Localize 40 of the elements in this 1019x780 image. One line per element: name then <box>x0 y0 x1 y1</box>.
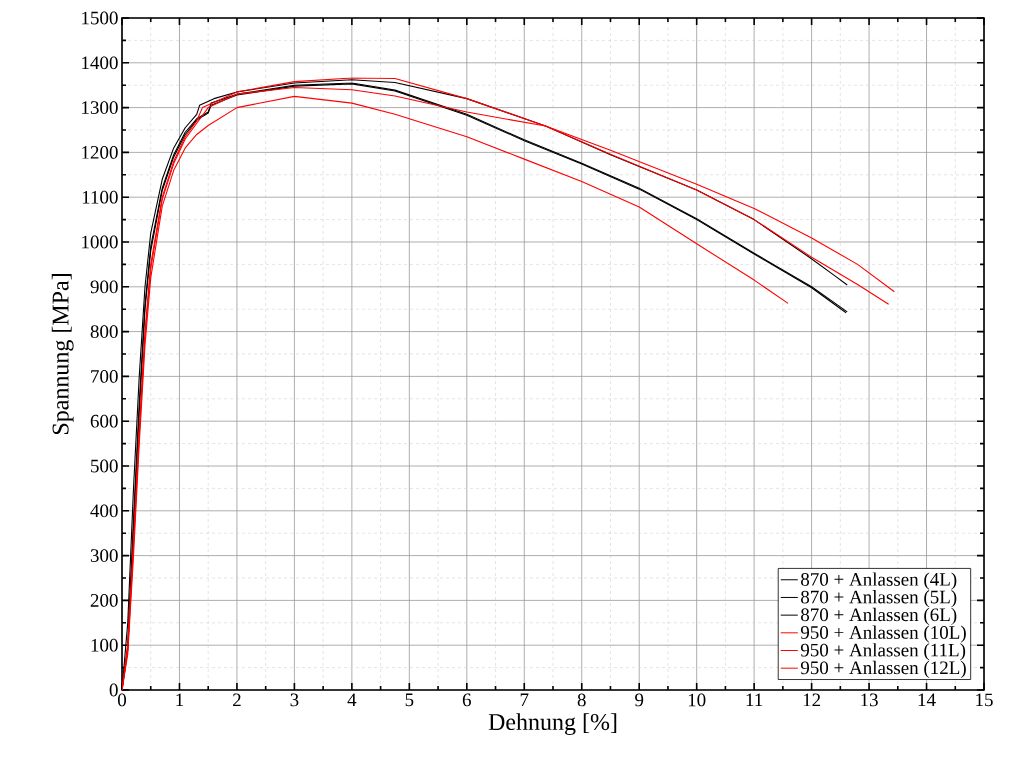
y-tick-label: 1100 <box>82 190 118 204</box>
legend-label: 950 + Anlassen (12L) <box>800 660 966 679</box>
y-tick-label: 700 <box>91 370 118 383</box>
y-tick-label: 800 <box>90 325 118 339</box>
x-tick-label: 8 <box>577 693 586 707</box>
x-tick-label: 15 <box>976 693 993 707</box>
x-tick-label: 3 <box>290 693 299 707</box>
y-tick-label: 0 <box>109 683 118 697</box>
x-tick-label: 10 <box>688 693 706 707</box>
y-tick-label: 900 <box>90 280 118 294</box>
x-tick-label: 1 <box>176 693 184 707</box>
legend-label: 870 + Anlassen (4L) <box>801 572 957 590</box>
y-tick-label: 200 <box>90 594 118 607</box>
y-tick-label: 300 <box>90 549 118 563</box>
x-tick-label: 9 <box>635 693 644 707</box>
y-tick-label: 1000 <box>82 235 118 249</box>
x-tick-label: 4 <box>347 693 357 707</box>
x-tick-label: 14 <box>918 693 936 707</box>
y-tick-label: 500 <box>91 459 118 473</box>
x-tick-label: 0 <box>117 693 127 707</box>
y-tick-label: 400 <box>90 504 118 518</box>
y-tick-label: 1300 <box>82 101 118 115</box>
x-tick-label: 2 <box>233 693 241 707</box>
y-tick-label: 1500 <box>82 11 118 25</box>
x-tick-label: 11 <box>746 693 763 707</box>
x-tick-label: 6 <box>462 693 471 707</box>
y-tick-label: 600 <box>90 414 118 428</box>
legend-label: 870 + Anlassen (6L) <box>801 607 957 626</box>
x-tick-label: 5 <box>405 693 414 707</box>
y-tick-label: 100 <box>91 638 118 652</box>
legend-label: 950 + Anlassen (11L) <box>800 643 966 661</box>
y-tick-label: 1200 <box>82 146 118 159</box>
y-axis-title: Spannung [MPa] <box>51 274 74 435</box>
legend-label: 870 + Anlassen (5L) <box>801 590 957 608</box>
x-tick-label: 12 <box>803 693 821 707</box>
x-tick-label: 13 <box>861 693 878 707</box>
legend-label: 950 + Anlassen (10L) <box>800 625 966 643</box>
x-tick-label: 7 <box>520 693 529 706</box>
y-tick-label: 1400 <box>82 56 118 70</box>
x-axis-title: Dehnung [%] <box>488 713 617 736</box>
